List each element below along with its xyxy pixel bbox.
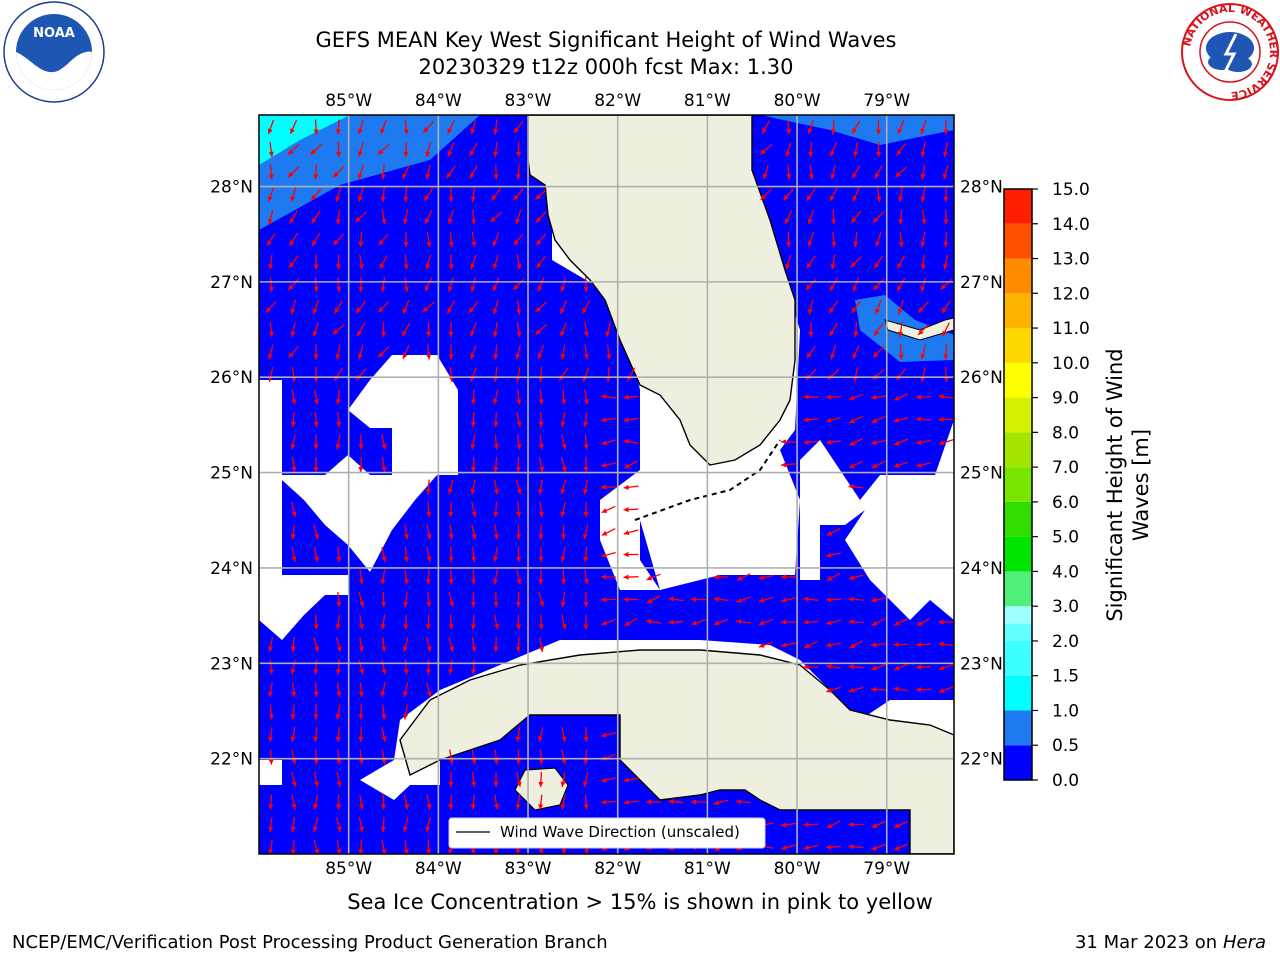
colorbar-bin bbox=[1004, 189, 1032, 224]
lon-label-bottom: 85°W bbox=[325, 859, 372, 879]
colorbar-label: Significant Height of Wind Waves [m] bbox=[1102, 325, 1154, 645]
colorbar-tick-label: 10.0 bbox=[1052, 354, 1090, 374]
colorbar-tick-label: 2.0 bbox=[1052, 632, 1079, 652]
colorbar-tick-label: 3.0 bbox=[1052, 597, 1079, 617]
colorbar-bin bbox=[1004, 293, 1032, 328]
colorbar-tick-label: 5.0 bbox=[1052, 528, 1079, 548]
colorbar-tick-label: 6.0 bbox=[1052, 493, 1079, 513]
colorbar-tick-label: 12.0 bbox=[1052, 284, 1090, 304]
colorbar-tick-label: 11.0 bbox=[1052, 319, 1090, 339]
lon-label-bottom: 84°W bbox=[415, 859, 462, 879]
sea-ice-footnote: Sea Ice Concentration > 15% is shown in … bbox=[0, 890, 1280, 914]
colorbar-bin bbox=[1004, 432, 1032, 467]
credit-branch: NCEP/EMC/Verification Post Processing Pr… bbox=[12, 932, 608, 953]
colorbar-tick-label: 8.0 bbox=[1052, 423, 1079, 443]
colorbar-bin bbox=[1004, 224, 1032, 259]
lat-label-left: 27°N bbox=[210, 273, 253, 293]
lat-label-left: 25°N bbox=[210, 464, 253, 484]
colorbar-bin bbox=[1004, 606, 1032, 623]
colorbar-bin bbox=[1004, 624, 1032, 641]
colorbar-tick-label: 1.0 bbox=[1052, 701, 1079, 721]
lat-label-left: 28°N bbox=[210, 178, 253, 198]
colorbar-bin bbox=[1004, 328, 1032, 363]
lat-label-left: 24°N bbox=[210, 559, 253, 579]
map-plot-area bbox=[259, 115, 954, 854]
colorbar-bin bbox=[1004, 398, 1032, 433]
map-legend: Wind Wave Direction (unscaled) bbox=[449, 818, 765, 848]
lat-label-right: 26°N bbox=[960, 368, 1003, 388]
lat-label-left: 23°N bbox=[210, 654, 253, 674]
lon-label-top: 83°W bbox=[505, 91, 552, 111]
colorbar: 0.0 0.5 1.0 1.5 2.0 3.0 4.0 5.0 6.0 7.0 8.0 9.0 10.0… bbox=[1004, 180, 1090, 791]
colorbar-tick-label: 9.0 bbox=[1052, 389, 1079, 409]
colorbar-bin bbox=[1004, 259, 1032, 294]
colorbar-tick-label: 7.0 bbox=[1052, 458, 1079, 478]
lat-label-right: 27°N bbox=[960, 273, 1003, 293]
lon-label-bottom: 79°W bbox=[863, 859, 910, 879]
lon-label-top: 82°W bbox=[594, 91, 641, 111]
lat-label-right: 23°N bbox=[960, 654, 1003, 674]
colorbar-tick-label: 4.0 bbox=[1052, 562, 1079, 582]
lon-label-bottom: 82°W bbox=[594, 859, 641, 879]
lat-label-left: 22°N bbox=[210, 750, 253, 770]
credit-machine: Hera bbox=[1223, 932, 1266, 953]
colorbar-bin bbox=[1004, 363, 1032, 398]
credit-date-text: 31 Mar 2023 on bbox=[1075, 932, 1217, 953]
colorbar-tick-label: 15.0 bbox=[1052, 180, 1090, 200]
lon-label-top: 80°W bbox=[774, 91, 821, 111]
lat-label-left: 26°N bbox=[210, 368, 253, 388]
colorbar-tick-label: 0.0 bbox=[1052, 771, 1079, 791]
footnote-text: Sea Ice Concentration > 15% is shown in … bbox=[347, 890, 933, 914]
colorbar-bin bbox=[1004, 676, 1032, 711]
lon-label-bottom: 83°W bbox=[505, 859, 552, 879]
lon-label-top: 84°W bbox=[415, 91, 462, 111]
lon-label-top: 79°W bbox=[863, 91, 910, 111]
colorbar-tick-label: 0.5 bbox=[1052, 736, 1079, 756]
colorbar-tick-label: 1.5 bbox=[1052, 667, 1079, 687]
lat-label-right: 24°N bbox=[960, 559, 1003, 579]
lat-label-right: 22°N bbox=[960, 750, 1003, 770]
colorbar-bin bbox=[1004, 710, 1032, 745]
lon-label-top: 81°W bbox=[684, 91, 731, 111]
colorbar-tick-label: 13.0 bbox=[1052, 250, 1090, 270]
colorbar-bin bbox=[1004, 502, 1032, 537]
lat-label-right: 25°N bbox=[960, 464, 1003, 484]
colorbar-bin bbox=[1004, 745, 1032, 780]
colorbar-tick-label: 14.0 bbox=[1052, 215, 1090, 235]
colorbar-bin bbox=[1004, 641, 1032, 676]
colorbar-bin bbox=[1004, 467, 1032, 502]
colorbar-bin bbox=[1004, 537, 1032, 572]
colorbar-bin bbox=[1004, 571, 1032, 606]
lon-label-bottom: 80°W bbox=[774, 859, 821, 879]
credit-date: 31 Mar 2023 on Hera bbox=[1075, 932, 1266, 953]
lat-label-right: 28°N bbox=[960, 178, 1003, 198]
lon-label-top: 85°W bbox=[325, 91, 372, 111]
legend-label: Wind Wave Direction (unscaled) bbox=[500, 823, 740, 841]
lon-label-bottom: 81°W bbox=[684, 859, 731, 879]
